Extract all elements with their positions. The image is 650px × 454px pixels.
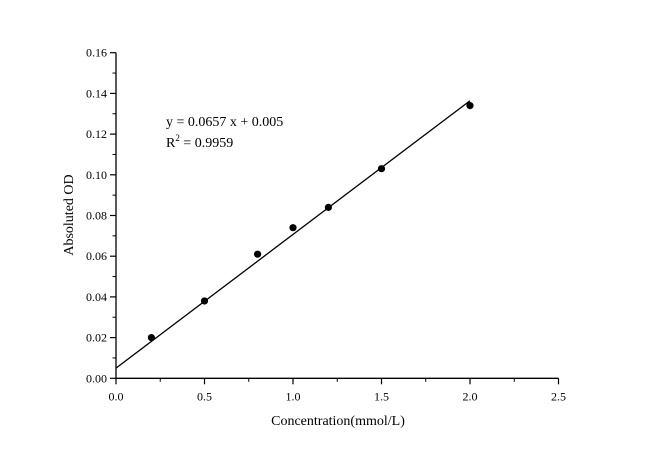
data-point <box>289 224 297 232</box>
data-point <box>466 102 474 110</box>
r-squared-annotation: R2 = 0.9959 <box>166 133 233 151</box>
y-tick-label: 0.06 <box>86 249 107 263</box>
y-tick-label: 0.08 <box>86 209 107 223</box>
equation-annotation: y = 0.0657 x + 0.005 <box>166 115 283 130</box>
x-tick-label: 0.0 <box>109 389 124 403</box>
x-tick-label: 0.5 <box>197 389 212 403</box>
r2-value: = 0.9959 <box>180 136 233 151</box>
r2-label: R <box>166 136 176 151</box>
y-tick-label: 0.16 <box>86 46 107 60</box>
x-tick-label: 2.5 <box>551 389 566 403</box>
y-axis-label: Absoluted OD <box>62 174 77 255</box>
y-tick-label: 0.04 <box>86 290 107 304</box>
x-tick-label: 2.0 <box>463 389 478 403</box>
fit-line <box>115 100 471 369</box>
y-tick-label: 0.12 <box>86 127 107 141</box>
x-tick-label: 1.5 <box>374 389 389 403</box>
data-point <box>200 297 209 305</box>
x-tick-label: 1.0 <box>286 389 301 403</box>
y-tick-label: 0.10 <box>86 168 107 182</box>
data-point <box>324 203 332 211</box>
y-tick-label: 0.02 <box>86 331 107 345</box>
y-tick-label: 0.00 <box>86 371 107 385</box>
r2-superscript: 2 <box>175 133 180 143</box>
x-axis-label: Concentration(mmol/L) <box>271 414 405 429</box>
y-tick-label: 0.14 <box>86 86 107 100</box>
data-point <box>147 334 155 342</box>
data-point <box>377 165 386 173</box>
data-point <box>254 250 262 258</box>
